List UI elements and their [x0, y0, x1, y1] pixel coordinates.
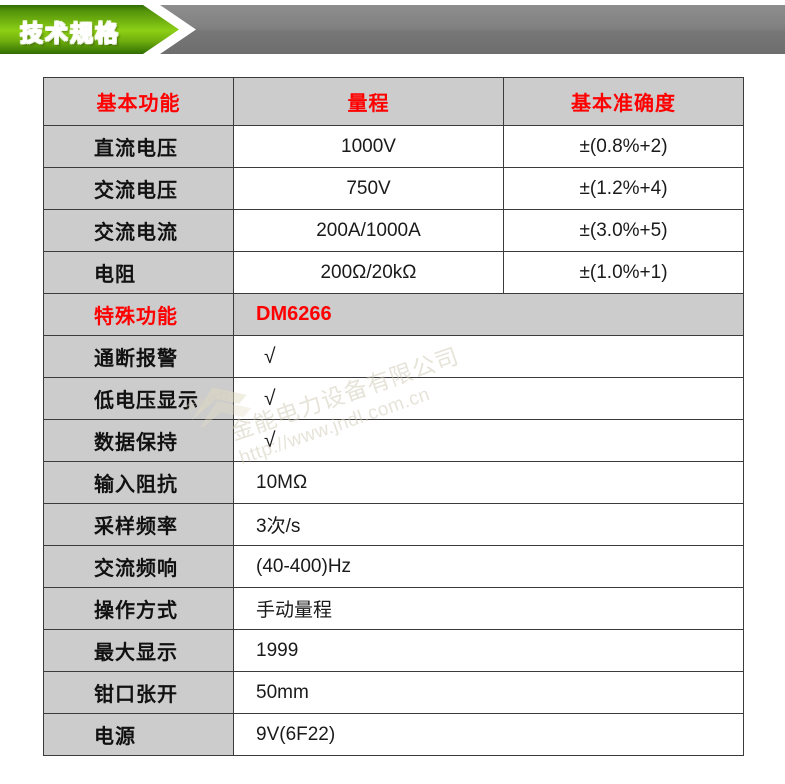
- table-row: 数据保持 √: [43, 419, 744, 462]
- row-value: 3次/s: [233, 503, 744, 546]
- column-header-accuracy: 基本准确度: [503, 77, 744, 126]
- row-value: 9V(6F22): [233, 713, 744, 756]
- page-title: 技术规格: [20, 20, 120, 46]
- table-row: 操作方式 手动量程: [43, 587, 744, 630]
- row-label: 交流电流: [43, 209, 234, 252]
- table-row: 电阻 200Ω/20kΩ ±(1.0%+1): [43, 251, 744, 294]
- table-row: 低电压显示 √: [43, 377, 744, 420]
- table-row: 最大显示 1999: [43, 629, 744, 672]
- row-label: 输入阻抗: [43, 461, 234, 504]
- row-label: 数据保持: [43, 419, 234, 462]
- row-label: 通断报警: [43, 335, 234, 378]
- row-label: 操作方式: [43, 587, 234, 630]
- special-header-row: 特殊功能 DM6266: [43, 293, 744, 336]
- table-row: 钳口张开 50mm: [43, 671, 744, 714]
- row-range: 750V: [233, 167, 504, 210]
- row-value: 1999: [233, 629, 744, 672]
- row-accuracy: ±(3.0%+5): [503, 209, 744, 252]
- banner-gray-bar: [160, 5, 785, 54]
- row-value: √: [233, 419, 744, 462]
- row-label: 采样频率: [43, 503, 234, 546]
- section-banner: 技术规格: [0, 5, 785, 54]
- row-value: 手动量程: [233, 587, 744, 630]
- row-range: 200Ω/20kΩ: [233, 251, 504, 294]
- row-accuracy: ±(0.8%+2): [503, 125, 744, 168]
- row-label: 直流电压: [43, 125, 234, 168]
- table-row: 采样频率 3次/s: [43, 503, 744, 546]
- specification-table: 基本功能 量程 基本准确度 直流电压 1000V ±(0.8%+2) 交流电压 …: [43, 77, 744, 756]
- row-label: 最大显示: [43, 629, 234, 672]
- row-value: 50mm: [233, 671, 744, 714]
- column-header-range: 量程: [233, 77, 504, 126]
- row-label: 电源: [43, 713, 234, 756]
- row-value: √: [233, 377, 744, 420]
- row-accuracy: ±(1.0%+1): [503, 251, 744, 294]
- row-accuracy: ±(1.2%+4): [503, 167, 744, 210]
- table-row: 输入阻抗 10MΩ: [43, 461, 744, 504]
- model-name: DM6266: [233, 293, 744, 336]
- row-label: 钳口张开: [43, 671, 234, 714]
- banner-green-arrow: [0, 5, 179, 54]
- table-row: 通断报警 √: [43, 335, 744, 378]
- table-row: 交流电压 750V ±(1.2%+4): [43, 167, 744, 210]
- row-value: √: [233, 335, 744, 378]
- table-header-row: 基本功能 量程 基本准确度: [43, 77, 744, 126]
- table-row: 直流电压 1000V ±(0.8%+2): [43, 125, 744, 168]
- column-header-function: 基本功能: [43, 77, 234, 126]
- row-label: 低电压显示: [43, 377, 234, 420]
- row-value: (40-400)Hz: [233, 545, 744, 588]
- row-value: 10MΩ: [233, 461, 744, 504]
- special-section-label: 特殊功能: [43, 293, 234, 336]
- row-label: 交流电压: [43, 167, 234, 210]
- row-label: 电阻: [43, 251, 234, 294]
- table-row: 交流频响 (40-400)Hz: [43, 545, 744, 588]
- row-range: 1000V: [233, 125, 504, 168]
- row-range: 200A/1000A: [233, 209, 504, 252]
- row-label: 交流频响: [43, 545, 234, 588]
- table-row: 电源 9V(6F22): [43, 713, 744, 756]
- table-row: 交流电流 200A/1000A ±(3.0%+5): [43, 209, 744, 252]
